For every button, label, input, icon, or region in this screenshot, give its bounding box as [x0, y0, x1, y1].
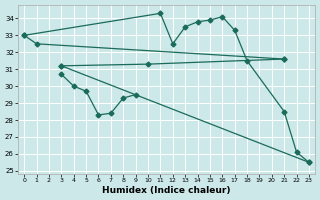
X-axis label: Humidex (Indice chaleur): Humidex (Indice chaleur)	[102, 186, 231, 195]
